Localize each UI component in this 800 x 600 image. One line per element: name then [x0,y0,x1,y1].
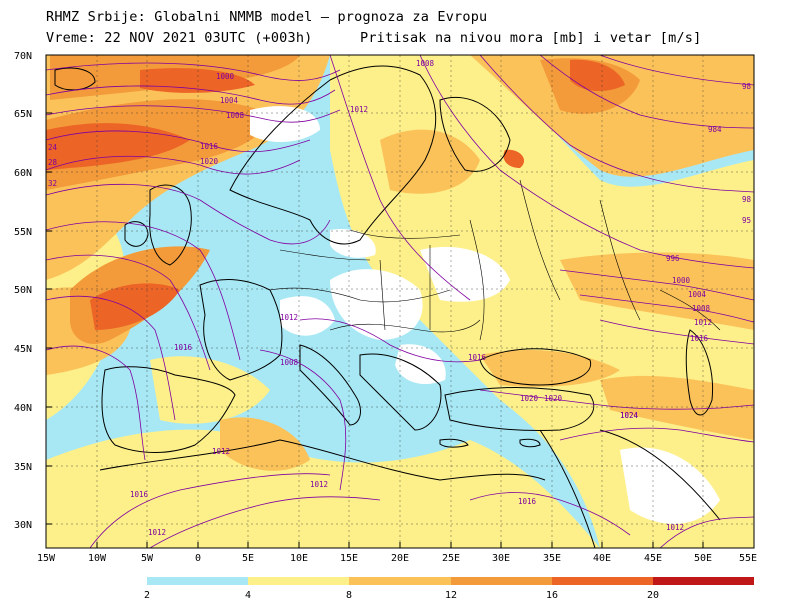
isobar-label: 1012 [666,523,684,532]
isobar-label: 996 [666,254,680,263]
isobar-label: 95 [742,216,751,225]
lon-tick-label: 50E [694,553,712,564]
isobar-label: 1012 [694,318,712,327]
colorbar-label: 16 [546,590,558,600]
lon-tick-label: 55E [739,553,757,564]
isobar-label: 1016 [200,142,219,151]
wind-band-16-20 [46,59,625,330]
graticule [46,55,754,548]
colorbar-swatch [653,577,754,585]
map-area: 1000 1004 1008 1012 1016 1020 1024 996 9… [46,55,754,548]
colorbar-label: 8 [346,590,352,600]
colorbar-swatch [451,577,552,585]
lon-tick-label: 10E [290,553,308,564]
isobar-label: 1008 [280,358,299,367]
isobar-label: 24 [48,143,58,152]
lat-tick-label: 55N [14,227,32,238]
lon-tick-label: 15W [37,553,56,564]
isobar-label: 98 [742,82,752,91]
colorbar-label: 2 [144,590,150,600]
isobar-label: 1020 [544,394,563,403]
isobar-label: 1016 [174,343,193,352]
isobar-label: 28 [48,158,58,167]
lat-tick-label: 65N [14,109,32,120]
lon-tick-label: 40E [593,553,611,564]
isobar-label: 1016 [130,490,149,499]
isobar-label: 1004 [220,96,239,105]
isobar-label: 1024 [620,411,639,420]
colorbar-swatch [147,577,248,585]
isobar-label: 1008 [692,304,711,313]
lat-tick-label: 60N [14,168,32,179]
isobar-label: 1004 [688,290,707,299]
colorbar-swatch [349,577,451,585]
isobars [46,55,754,548]
lat-tick-label: 40N [14,403,32,414]
lon-tick-label: 35E [543,553,561,564]
isobar-label: 1016 [690,334,709,343]
map-title: RHMZ Srbije: Globalni NMMB model — progn… [46,9,488,25]
isobar-label: 32 [48,179,57,188]
lon-tick-label: 5W [141,553,154,564]
country-borders [269,179,721,341]
wind-band-below-2 [250,106,720,524]
isobar-label: 1012 [310,480,328,489]
colorbar: 2 4 8 12 16 20 [144,577,754,600]
isobar-label: 1012 [212,447,230,456]
lat-tick-label: 70N [14,51,32,62]
lon-tick-label: 30E [492,553,510,564]
isobar-label: 1012 [350,105,368,114]
isobar-label: 1020 [520,394,539,403]
forecast-time: Vreme: 22 NOV 2021 03UTC (+003h) [46,30,313,46]
colorbar-swatch [552,577,653,585]
isobar-label: 1012 [148,528,166,537]
lon-tick-label: 5E [242,553,254,564]
colorbar-label: 4 [245,590,251,600]
lon-tick-label: 20E [391,553,409,564]
colorbar-label: 20 [647,590,659,600]
isobar-label: 1008 [416,59,435,68]
isobar-label: 984 [708,125,722,134]
lat-axis: 70N 65N 60N 55N 50N 45N 40N 35N 30N [14,51,52,531]
colorbar-label: 12 [445,590,457,600]
isobar-label: 1016 [468,353,487,362]
lon-axis: 15W 10W 5W 0 5E 10E 15E 20E 25E 30E 35E … [37,542,757,564]
isobar-label: 1012 [280,313,298,322]
isobar-label: 1000 [216,72,235,81]
isobar-label: 1024 [620,411,639,420]
lon-tick-label: 15E [340,553,358,564]
isobar-label: 1000 [672,276,691,285]
isobar-label: 1020 [200,157,219,166]
lat-tick-label: 35N [14,462,32,473]
lon-tick-label: 10W [88,553,107,564]
isobar-labels: 1000 1004 1008 1012 1016 1020 1024 996 9… [48,59,752,537]
lon-tick-label: 25E [442,553,460,564]
isobar-label: 98 [742,195,752,204]
lon-tick-label: 45E [644,553,662,564]
lat-tick-label: 45N [14,344,32,355]
isobar-label: 1016 [518,497,537,506]
field-description: Pritisak na nivou mora [mb] i vetar [m/s… [360,30,702,46]
lon-tick-label: 0 [195,553,201,564]
lat-tick-label: 50N [14,285,32,296]
isobar-label: 1008 [226,111,245,120]
colorbar-swatch [248,577,349,585]
lat-tick-label: 30N [14,520,32,531]
